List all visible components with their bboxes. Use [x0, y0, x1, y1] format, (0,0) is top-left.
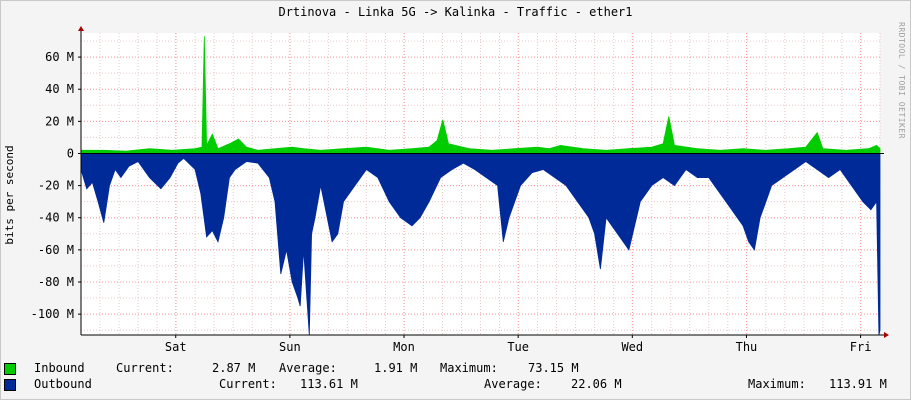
- y-axis-arrow: [78, 26, 84, 31]
- y-tick-label: -40 M: [38, 211, 74, 225]
- y-tick-label: 20 M: [45, 114, 74, 128]
- x-tick-label: Sat: [165, 340, 187, 354]
- outbound-maximum-value: 113.91 M: [829, 377, 887, 391]
- outbound-average-label: Average:: [484, 377, 542, 391]
- x-tick-label: Mon: [393, 340, 415, 354]
- x-tick-label: Sun: [279, 340, 301, 354]
- outbound-label: Outbound: [34, 377, 92, 391]
- x-tick-label: Wed: [621, 340, 643, 354]
- inbound-average-value: 1.91 M: [374, 361, 418, 375]
- x-tick-label: Thu: [736, 340, 758, 354]
- y-tick-label: 0: [67, 146, 74, 160]
- watermark: RRDTOOL / TOBI OETIKER: [897, 22, 906, 139]
- y-tick-label: 40 M: [45, 82, 74, 96]
- chart-title: Drtinova - Linka 5G -> Kalinka - Traffic…: [278, 5, 633, 19]
- outbound-average-value: 22.06 M: [571, 377, 622, 391]
- x-tick-label: Tue: [507, 340, 529, 354]
- outbound-current-value: 113.61 M: [300, 377, 358, 391]
- y-tick-label: -20 M: [38, 179, 74, 193]
- outbound-maximum-label: Maximum:: [748, 377, 806, 391]
- outbound-swatch: [4, 379, 16, 391]
- inbound-label: Inbound: [34, 361, 85, 375]
- inbound-swatch: [4, 363, 16, 375]
- y-tick-label: -100 M: [31, 307, 74, 321]
- x-tick-label: Fri: [850, 340, 872, 354]
- inbound-area: [80, 36, 881, 154]
- inbound-current-value: 2.87 M: [212, 361, 256, 375]
- inbound-average-label: Average:: [279, 361, 337, 375]
- y-tick-label: -60 M: [38, 243, 74, 257]
- x-axis-arrow: [884, 332, 889, 338]
- inbound-maximum-label: Maximum:: [440, 361, 498, 375]
- y-tick-label: -80 M: [38, 275, 74, 289]
- y-tick-label: 60 M: [45, 50, 74, 64]
- outbound-current-label: Current:: [219, 377, 277, 391]
- outbound-area: [80, 153, 881, 336]
- inbound-maximum-value: 73.15 M: [528, 361, 579, 375]
- inbound-current-label: Current:: [116, 361, 174, 375]
